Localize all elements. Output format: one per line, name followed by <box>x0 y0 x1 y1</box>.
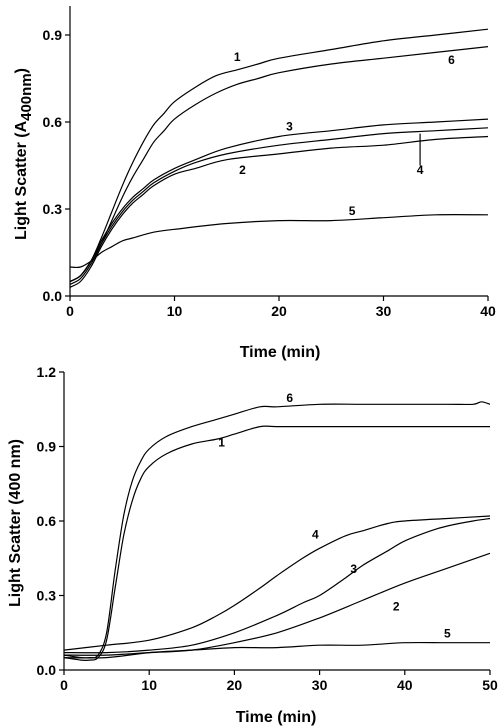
curve-label-4-bottom: 4 <box>312 527 319 541</box>
curve-label-2-top: 2 <box>239 163 246 177</box>
series-line-2-top <box>69 135 489 288</box>
curve-label-4-top: 4 <box>417 163 424 177</box>
curve-label-3-top: 3 <box>286 120 293 134</box>
y-tick-label-top: 0.0 <box>43 288 63 304</box>
x-tick-label-top: 0 <box>66 303 74 319</box>
y-tick-label-bottom: 0.9 <box>37 439 57 455</box>
curve-label-5-bottom: 5 <box>444 627 451 641</box>
curve-label-5-top: 5 <box>349 204 356 218</box>
axes-bottom <box>63 372 490 671</box>
y-axis-label-top-close: ) <box>13 68 30 73</box>
curve-label-1-top: 1 <box>234 50 241 64</box>
curve-label-2-bottom: 2 <box>393 599 400 613</box>
y-tick-label-top: 0.9 <box>43 27 63 43</box>
x-tick-label-bottom: 20 <box>227 677 243 693</box>
chart-top: 0 10 20 30 40 0.0 0.3 0.6 0.9 1 6 3 2 4 5 Time (min) L… <box>13 6 496 361</box>
series-line-5-bottom <box>63 641 490 659</box>
y-axis-label-top-sub: 400nm <box>18 73 35 121</box>
plot-area-bottom: 0 10 20 30 40 50 0.0 0.3 0.6 0.9 1.2 6 1 4 3 2 5 <box>37 364 498 693</box>
series-line-4-bottom <box>63 515 491 651</box>
x-tick-label-bottom: 0 <box>60 677 68 693</box>
x-axis-label-top: Time (min) <box>240 344 321 361</box>
x-tick-label-top: 30 <box>376 303 392 319</box>
x-tick-label-bottom: 30 <box>312 677 328 693</box>
x-tick-label-bottom: 40 <box>397 677 413 693</box>
y-axis-label-bottom: Light Scatter (400 nm) <box>7 439 24 607</box>
chart-bottom: 0 10 20 30 40 50 0.0 0.3 0.6 0.9 1.2 6 1 4 3 2 5 Time (m… <box>7 364 498 726</box>
series-line-3-bottom <box>63 517 491 654</box>
y-tick-label-top: 0.6 <box>43 114 63 130</box>
series-line-1-top <box>69 28 489 283</box>
series-line-2-bottom <box>63 552 491 656</box>
x-tick-label-bottom: 50 <box>482 677 498 693</box>
series-line-1-bottom <box>63 425 490 661</box>
y-tick-label-bottom: 0.6 <box>37 513 57 529</box>
x-tick-label-top: 20 <box>271 303 287 319</box>
series-line-3-top <box>69 118 489 283</box>
series-line-6-bottom <box>63 401 491 659</box>
curve-label-1-bottom: 1 <box>218 436 225 450</box>
series-line-6-top <box>69 46 489 285</box>
x-tick-label-top: 40 <box>480 303 496 319</box>
y-axis-label-top: Light Scatter (A400nm) <box>13 68 35 240</box>
x-tick-label-bottom: 10 <box>141 677 157 693</box>
series-line-5-top <box>69 213 489 269</box>
series-line-4-top <box>69 127 489 283</box>
y-tick-label-top: 0.3 <box>43 201 63 217</box>
axes-top <box>69 6 488 297</box>
y-tick-label-bottom: 0.3 <box>37 588 57 604</box>
curve-label-3-bottom: 3 <box>350 562 357 576</box>
x-axis-label-bottom: Time (min) <box>236 709 317 726</box>
curve-label-6-top: 6 <box>448 53 455 67</box>
curve-label-6-bottom: 6 <box>286 391 293 405</box>
y-axis-label-top-main: Light Scatter (A <box>13 120 30 240</box>
y-tick-label-bottom: 1.2 <box>37 364 57 380</box>
y-tick-label-bottom: 0.0 <box>37 662 57 678</box>
x-tick-label-top: 10 <box>167 303 183 319</box>
plot-area-top: 0 10 20 30 40 0.0 0.3 0.6 0.9 1 6 3 2 4 5 <box>43 6 496 319</box>
